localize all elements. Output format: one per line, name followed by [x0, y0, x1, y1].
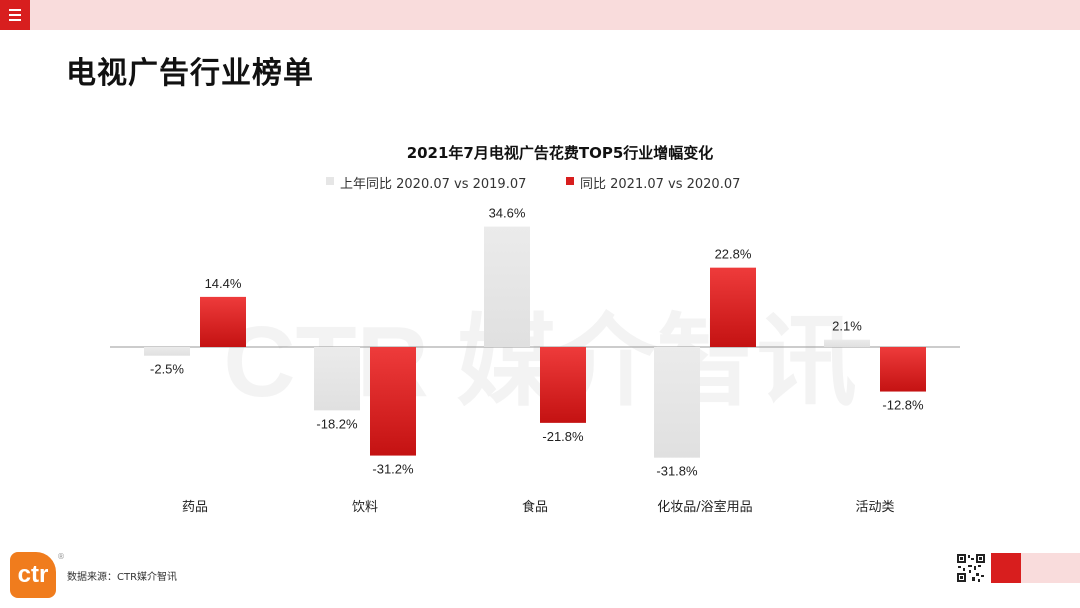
category-label-1: 饮料	[352, 500, 378, 515]
ctr-logo-text: ctr	[17, 561, 49, 588]
data-label-prev-year-1: -18.2%	[316, 416, 358, 431]
bar-current-year-0	[200, 296, 246, 347]
chart-title: 2021年7月电视广告花费TOP5行业增幅变化	[406, 144, 714, 162]
legend-swatch-current-year	[566, 177, 574, 185]
category-label-4: 活动类	[855, 500, 894, 515]
qr-code-icon	[956, 553, 986, 583]
bar-prev-year-1	[314, 347, 360, 411]
data-label-current-year-1: -31.2%	[372, 462, 414, 477]
data-label-prev-year-2: 34.6%	[489, 206, 526, 221]
bar-current-year-4	[880, 347, 926, 392]
hamburger-menu-icon[interactable]	[0, 0, 30, 30]
bar-current-year-1	[370, 347, 416, 456]
data-source: 数据来源：CTR媒介智讯	[67, 572, 178, 583]
data-label-current-year-0: 14.4%	[205, 276, 242, 291]
top-banner	[0, 0, 1080, 30]
legend-label-prev-year: 上年同比 2020.07 vs 2019.07	[340, 177, 527, 192]
data-label-prev-year-0: -2.5%	[150, 362, 184, 377]
legend-swatch-prev-year	[326, 177, 334, 185]
footer-red-block	[991, 553, 1021, 583]
ctr-logo: ctr	[10, 552, 56, 598]
bar-prev-year-2	[484, 226, 530, 347]
category-label-0: 药品	[182, 500, 208, 515]
bar-current-year-3	[710, 267, 756, 347]
category-label-2: 食品	[522, 499, 548, 515]
registered-mark: ®	[57, 552, 65, 561]
bar-prev-year-4	[824, 339, 870, 347]
bar-prev-year-3	[654, 347, 700, 458]
data-label-current-year-3: 22.8%	[715, 247, 752, 262]
page-title: 电视广告行业榜单	[66, 56, 314, 91]
category-label-3: 化妆品/浴室用品	[657, 499, 752, 515]
footer-pink-block	[1021, 553, 1080, 583]
bar-current-year-2	[540, 347, 586, 423]
data-label-prev-year-4: 2.1%	[832, 319, 862, 334]
data-label-current-year-4: -12.8%	[882, 398, 924, 413]
legend-label-current-year: 同比 2021.07 vs 2020.07	[580, 177, 741, 192]
data-label-prev-year-3: -31.8%	[656, 464, 698, 479]
data-label-current-year-2: -21.8%	[542, 429, 584, 444]
bar-prev-year-0	[144, 347, 190, 356]
